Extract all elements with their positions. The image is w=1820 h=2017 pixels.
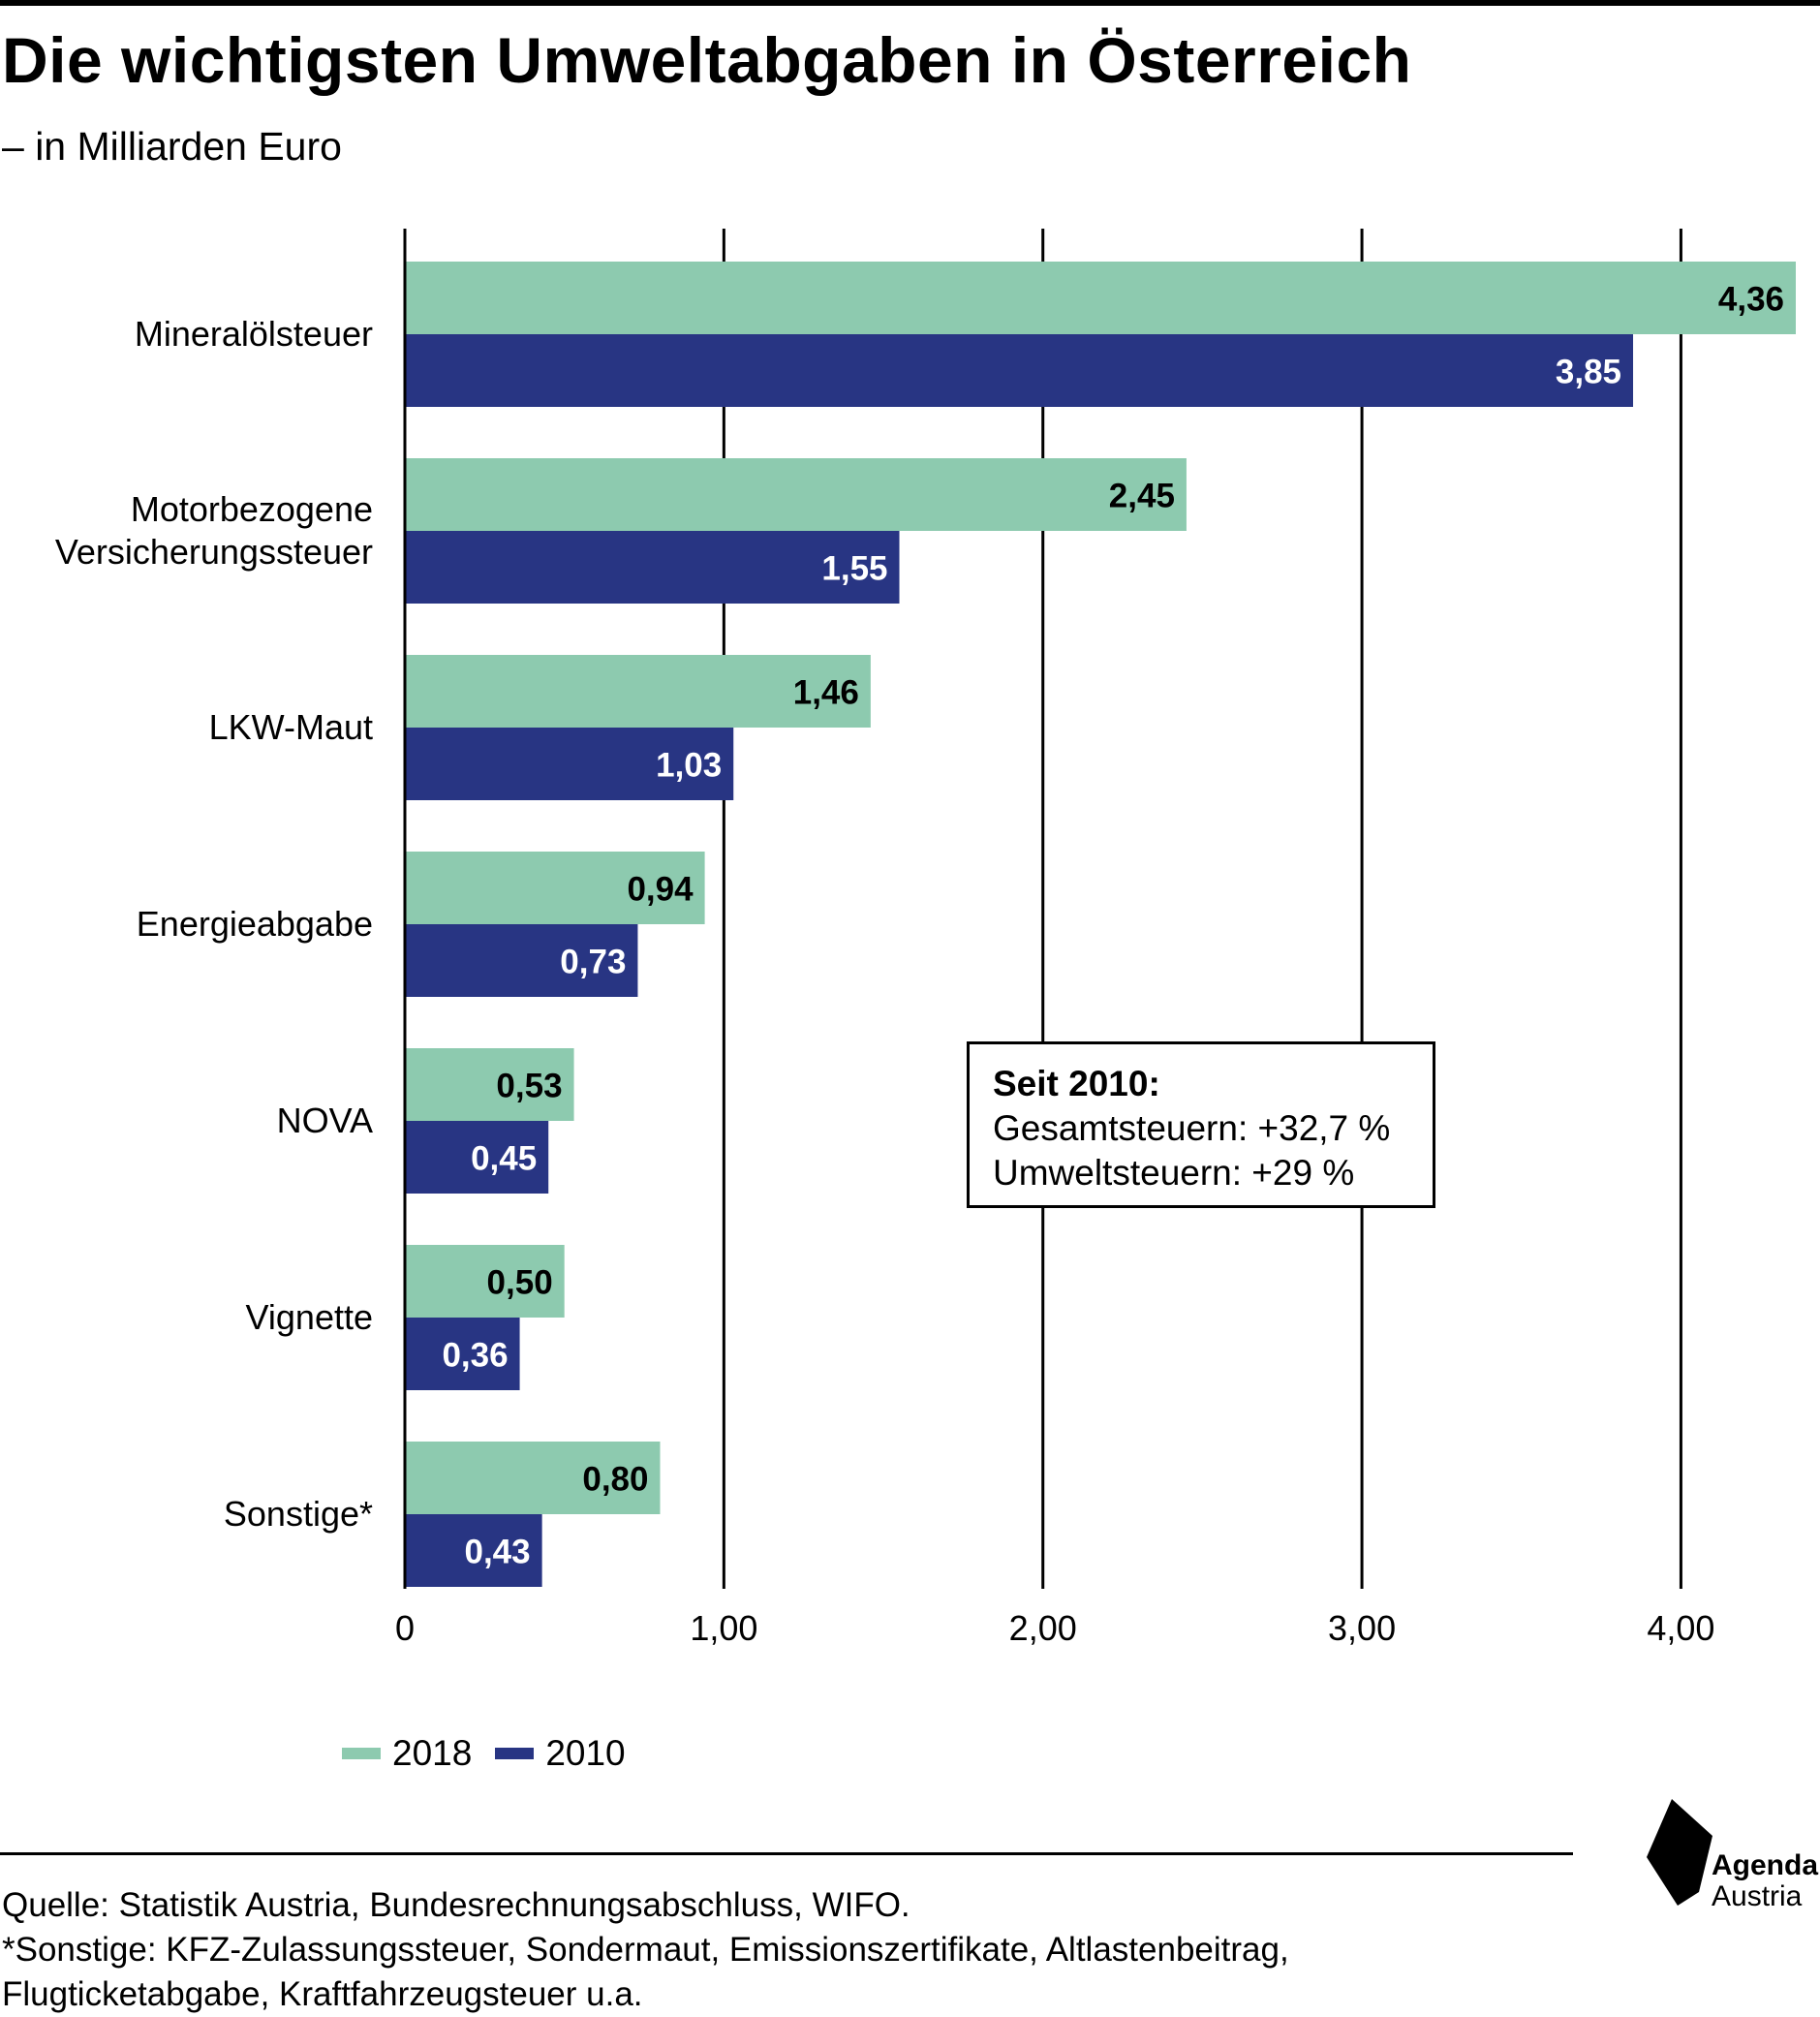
legend-label-2018: 2018	[392, 1733, 473, 1773]
value-label-2018-2: 1,46	[793, 674, 859, 712]
value-label-2010-1: 1,55	[821, 550, 887, 588]
value-label-2010-3: 0,73	[560, 944, 626, 981]
bar-2010-1	[405, 531, 900, 604]
legend-label-2010: 2010	[545, 1733, 626, 1773]
bar-2010-6	[405, 1514, 542, 1587]
bar-2010-5	[405, 1318, 520, 1390]
bar-2010-2	[405, 728, 734, 800]
x-tick-label-3: 3,00	[1328, 1608, 1396, 1648]
x-tick-label-0: 0	[395, 1608, 415, 1648]
x-tick-label-4: 4,00	[1647, 1608, 1714, 1648]
category-label-5: Vignette	[246, 1297, 373, 1337]
bar-2018-4	[405, 1048, 574, 1121]
value-label-2010-2: 1,03	[656, 747, 722, 785]
top-rule	[0, 0, 1820, 6]
value-label-2010-0: 3,85	[1556, 354, 1621, 391]
chart-subtitle: – in Milliarden Euro	[2, 124, 342, 169]
category-label-4: NOVA	[277, 1101, 373, 1140]
bar-2018-6	[405, 1442, 661, 1514]
callout-line-environment: Umweltsteuern: +29 %	[993, 1153, 1355, 1193]
bar-chart: 4,36 3,85 Mineralölsteuer 2,45 1,55 Motorbezo…	[55, 229, 1796, 1648]
footer: Quelle: Statistik Austria, Bundesrechnun…	[2, 1883, 1289, 2017]
value-label-2018-3: 0,94	[627, 871, 694, 909]
x-tick-label-1: 1,00	[690, 1608, 757, 1648]
value-label-2010-5: 0,36	[442, 1337, 508, 1375]
bar-2018-1	[405, 458, 1187, 531]
footnote-line-1: *Sonstige: KFZ-Zulassungssteuer, Sonderm…	[2, 1931, 1289, 1969]
category-label-1-line-1: Versicherungssteuer	[55, 532, 373, 572]
logo-text-line-2: Austria	[1712, 1880, 1803, 1912]
category-label-6: Sonstige*	[224, 1494, 373, 1534]
bar-2010-3	[405, 924, 638, 997]
value-label-2010-4: 0,45	[471, 1140, 537, 1178]
bar-2010-4	[405, 1121, 549, 1194]
value-label-2018-1: 2,45	[1109, 478, 1175, 515]
logo-text: Agenda Austria	[1712, 1850, 1818, 1912]
callout-heading: Seit 2010:	[993, 1064, 1160, 1103]
bar-2018-2	[405, 655, 871, 728]
value-label-2018-5: 0,50	[487, 1264, 553, 1302]
bottom-rule	[0, 1852, 1573, 1855]
category-label-0: Mineralölsteuer	[135, 314, 373, 354]
legend-item-2010: 2010	[495, 1733, 626, 1774]
legend-swatch-2010	[495, 1748, 535, 1759]
callout-box: Seit 2010: Gesamtsteuern: +32,7 % Umwelt…	[967, 1041, 1435, 1208]
logo-mark	[1647, 1799, 1712, 1906]
category-label-3: Energieabgabe	[137, 904, 373, 944]
value-label-2018-4: 0,53	[496, 1068, 562, 1105]
logo-text-line-1: Agenda	[1712, 1849, 1819, 1881]
callout-line-total: Gesamtsteuern: +32,7 %	[993, 1108, 1391, 1148]
bar-2010-0	[405, 334, 1634, 407]
category-label-1-line-0: Motorbezogene	[131, 489, 373, 529]
legend-item-2018: 2018	[342, 1733, 472, 1774]
category-label-2: LKW-Maut	[209, 707, 373, 747]
bar-2018-5	[405, 1245, 565, 1318]
chart-title: Die wichtigsten Umweltabgaben in Österre…	[2, 24, 1412, 96]
legend: 2018 2010	[342, 1729, 649, 1778]
footnote-line-2: Flugticketabgabe, Kraftfahrzeugsteuer u.…	[2, 1975, 643, 2013]
value-label-2010-6: 0,43	[464, 1534, 530, 1571]
legend-swatch-2018	[342, 1748, 381, 1759]
value-label-2018-0: 4,36	[1718, 281, 1784, 319]
bar-2018-0	[405, 262, 1796, 334]
agenda-austria-logo	[1647, 1799, 1712, 1906]
value-label-2018-6: 0,80	[582, 1461, 648, 1499]
x-tick-label-2: 2,00	[1009, 1608, 1077, 1648]
source-note: Quelle: Statistik Austria, Bundesrechnun…	[2, 1886, 910, 1924]
bar-2018-3	[405, 852, 705, 924]
